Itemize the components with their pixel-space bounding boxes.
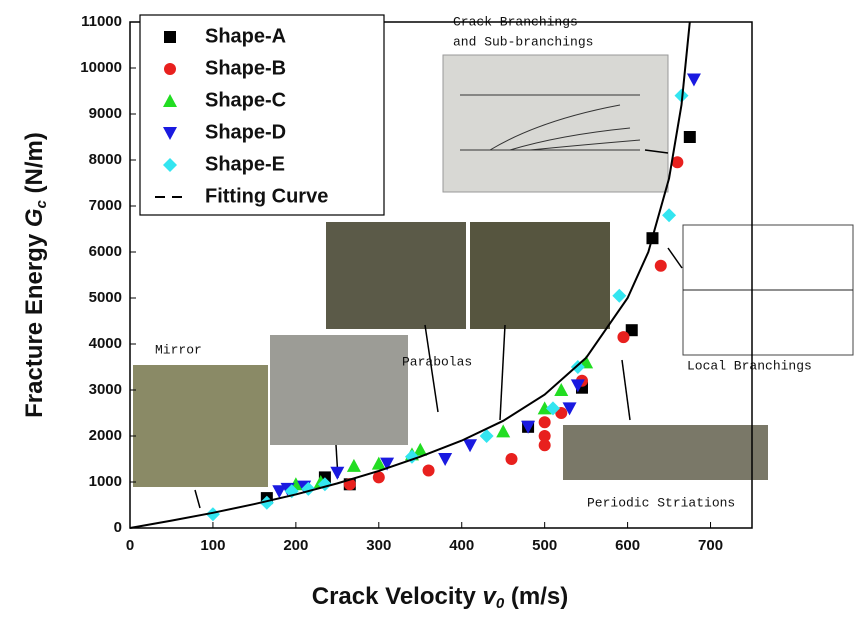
y-tick-label: 10000 xyxy=(80,59,122,76)
y-tick-label: 5000 xyxy=(89,289,122,306)
arrow xyxy=(644,149,669,154)
plot-frame xyxy=(129,21,753,529)
y-tick-label: 3000 xyxy=(89,381,122,398)
inset-striations xyxy=(563,425,768,480)
arrow xyxy=(667,247,683,269)
annotation: and Sub-branchings xyxy=(453,34,593,49)
x-tick-label: 0 xyxy=(126,537,134,554)
y-tick-label: 1000 xyxy=(89,473,122,490)
marker xyxy=(330,466,345,480)
legend-label: Shape-A xyxy=(205,25,286,47)
y-tick-label: 6000 xyxy=(89,243,122,260)
x-tick-label: 200 xyxy=(283,537,308,554)
inset-parabolas-1 xyxy=(326,222,466,329)
x-tick-label: 300 xyxy=(366,537,391,554)
legend-label: Shape-B xyxy=(205,57,286,79)
legend-swatch xyxy=(163,158,177,172)
legend-label: Shape-D xyxy=(205,121,286,143)
marker xyxy=(372,471,385,484)
marker xyxy=(496,424,511,438)
x-tick-label: 600 xyxy=(615,537,640,554)
x-tick-label: 100 xyxy=(200,537,225,554)
arrow xyxy=(194,489,201,509)
marker xyxy=(683,131,696,143)
legend-box xyxy=(139,14,385,216)
marker xyxy=(612,288,627,303)
crack-sketch xyxy=(460,94,641,151)
marker xyxy=(570,360,585,374)
marker xyxy=(521,420,536,434)
y-tick-label: 4000 xyxy=(89,335,122,352)
inset-parabola-closeup xyxy=(270,335,408,445)
inset-images xyxy=(133,54,854,487)
arrow xyxy=(424,324,439,413)
inset-branching xyxy=(442,54,669,193)
y-tick-label: 11000 xyxy=(81,13,122,30)
legend-swatch xyxy=(164,31,176,43)
legend-label: Shape-C xyxy=(205,89,286,111)
marker xyxy=(545,401,560,416)
marker xyxy=(479,429,494,443)
marker xyxy=(505,453,518,465)
marker xyxy=(371,456,386,470)
y-tick-label: 7000 xyxy=(89,197,122,214)
legend-label: Shape-E xyxy=(205,153,285,175)
y-tick-label: 9000 xyxy=(89,105,122,122)
marker xyxy=(438,453,453,466)
arrow xyxy=(499,324,506,421)
marker xyxy=(272,485,287,499)
marker xyxy=(538,430,551,442)
marker xyxy=(463,439,478,453)
marker xyxy=(662,208,677,223)
marker xyxy=(380,457,395,471)
y-tick-label: 0 xyxy=(114,519,122,536)
marker xyxy=(422,464,435,477)
marker xyxy=(554,383,569,396)
marker xyxy=(538,439,551,452)
marker xyxy=(346,458,361,472)
annotation: Parabolas xyxy=(402,354,472,369)
legend-swatch xyxy=(163,94,177,107)
x-tick-label: 400 xyxy=(449,537,474,554)
marker xyxy=(625,324,638,337)
marker xyxy=(654,259,667,272)
legend-swatch xyxy=(164,63,176,75)
inset-mirror xyxy=(133,365,268,487)
legend-label: Fitting Curve xyxy=(205,185,328,207)
inset-parabolas-2 xyxy=(470,222,610,329)
marker xyxy=(562,402,577,416)
marker xyxy=(259,495,274,510)
marker xyxy=(413,442,428,456)
x-tick-label: 500 xyxy=(532,537,557,554)
marker xyxy=(686,73,701,87)
x-axis-title: Crack Velocity v0 (m/s) xyxy=(312,583,568,612)
annotation: Local Branchings xyxy=(687,358,812,373)
marker xyxy=(537,401,552,415)
legend-swatch xyxy=(163,127,177,140)
annotation: Mirror xyxy=(155,342,202,357)
y-tick-label: 2000 xyxy=(89,427,122,444)
marker xyxy=(570,379,585,393)
y-axis-title: Fracture Energy Gc (N/m) xyxy=(21,132,50,418)
y-tick-label: 8000 xyxy=(89,151,122,168)
arrow xyxy=(621,359,631,421)
marker xyxy=(205,507,220,522)
annotation: Periodic Striations xyxy=(587,495,735,510)
marker xyxy=(538,416,551,429)
arrows xyxy=(194,149,683,509)
fit-curve xyxy=(129,21,691,529)
marker xyxy=(617,331,630,344)
marker xyxy=(671,156,684,169)
x-tick-label: 700 xyxy=(698,537,723,554)
